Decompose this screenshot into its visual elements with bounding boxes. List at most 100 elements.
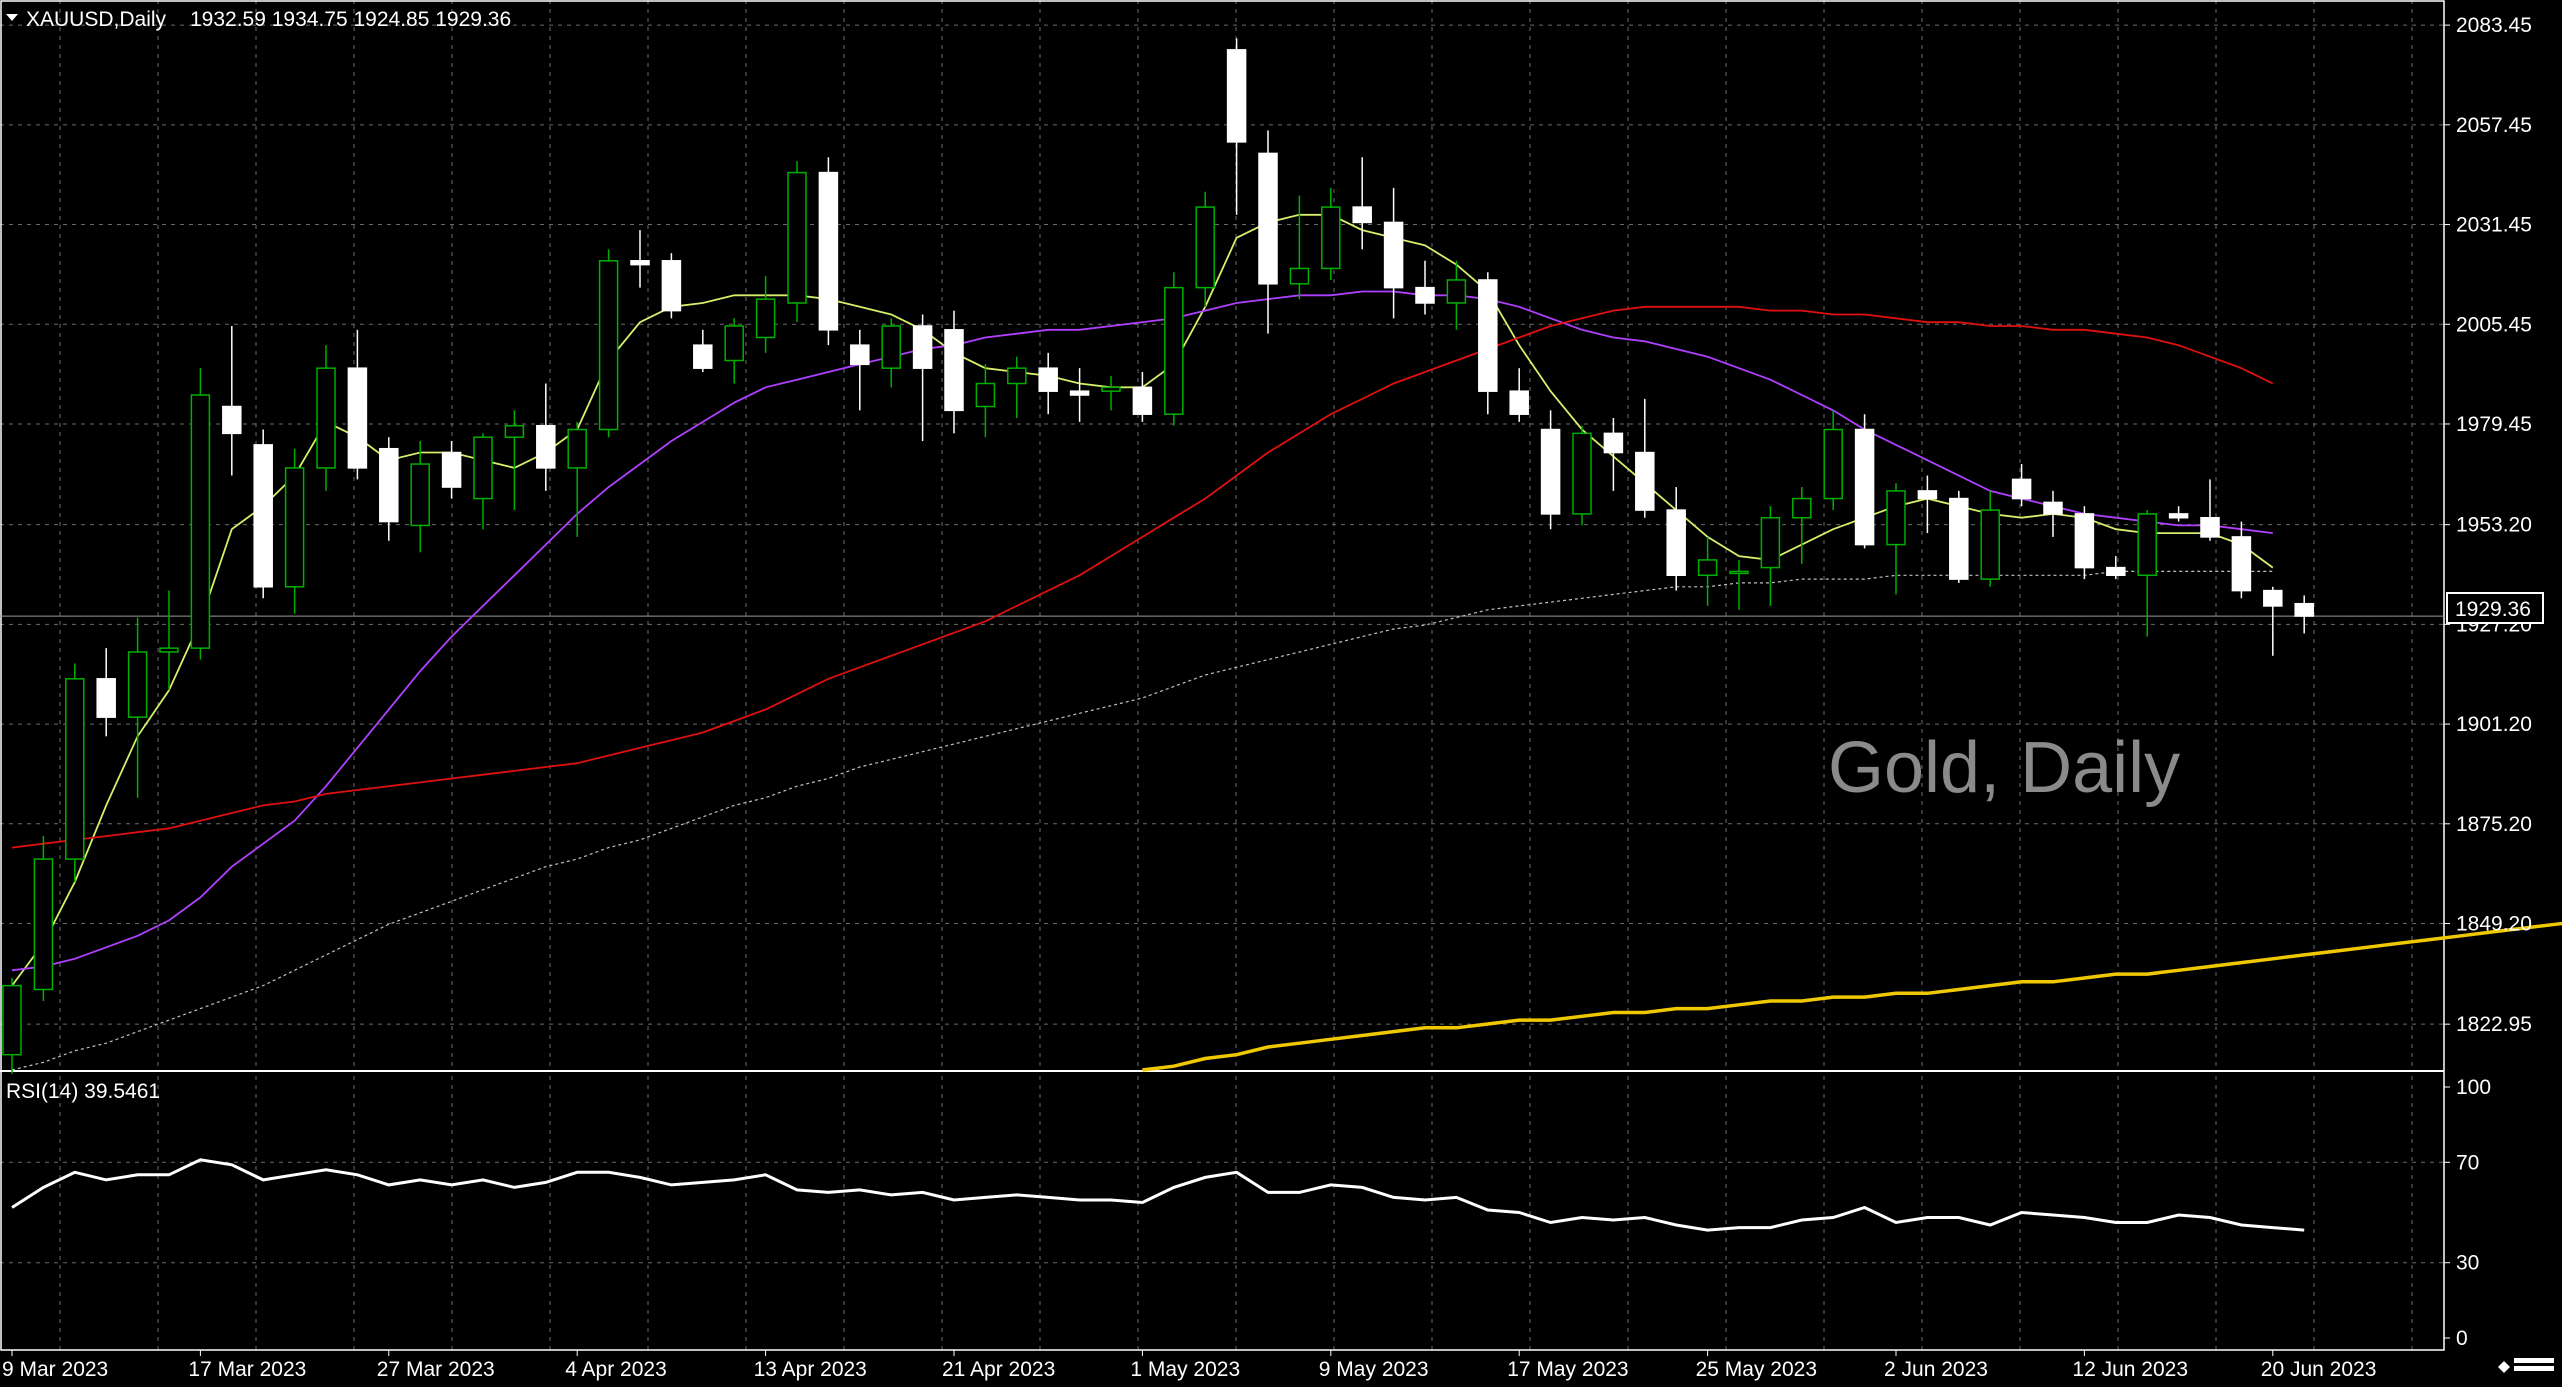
rsi-tick-label: 30: [2456, 1252, 2479, 1275]
candle[interactable]: [504, 410, 525, 511]
candle[interactable]: [1101, 375, 1121, 411]
candle[interactable]: [2043, 490, 2063, 537]
candle[interactable]: [787, 161, 807, 323]
candle-body-bull: [1321, 206, 1341, 270]
candle[interactable]: [1195, 191, 1215, 307]
candle[interactable]: [755, 276, 776, 353]
candle[interactable]: [1980, 490, 2000, 587]
candle-body-bull: [473, 436, 493, 500]
candle[interactable]: [536, 383, 556, 491]
candle[interactable]: [1352, 157, 1372, 250]
candle[interactable]: [1164, 272, 1184, 426]
candle[interactable]: [1760, 506, 1781, 606]
candle[interactable]: [2137, 510, 2157, 637]
candle[interactable]: [1635, 398, 1655, 518]
rsi-panel[interactable]: [11, 1158, 2305, 1232]
candle[interactable]: [567, 421, 587, 537]
candle[interactable]: [2011, 464, 2032, 507]
candle[interactable]: [1132, 372, 1153, 422]
candle[interactable]: [2263, 586, 2283, 656]
candle[interactable]: [1572, 425, 1592, 526]
candle[interactable]: [1415, 260, 1435, 315]
candle[interactable]: [316, 345, 336, 491]
time-tick-label: 27 Mar 2023: [377, 1358, 495, 1381]
candle-body-bear: [818, 171, 839, 331]
candle[interactable]: [881, 318, 901, 388]
candle[interactable]: [2106, 556, 2126, 580]
candle[interactable]: [1886, 483, 1906, 595]
candle[interactable]: [1446, 260, 1467, 330]
candle[interactable]: [127, 617, 148, 798]
candle[interactable]: [630, 230, 650, 288]
candle[interactable]: [661, 253, 682, 319]
candle[interactable]: [379, 437, 399, 541]
dropdown-triangle-icon[interactable]: [6, 14, 18, 21]
candle[interactable]: [96, 648, 116, 737]
candle-body-bear: [2011, 478, 2032, 500]
candle[interactable]: [818, 157, 839, 346]
candle[interactable]: [1949, 490, 1969, 583]
candle[interactable]: [2, 977, 22, 1074]
candle[interactable]: [850, 329, 870, 411]
candle-body-bull: [1289, 267, 1310, 285]
candle[interactable]: [284, 448, 305, 614]
candle[interactable]: [1383, 187, 1404, 319]
time-tick-label: 20 Jun 2023: [2261, 1358, 2377, 1381]
candle[interactable]: [1540, 410, 1561, 530]
candle[interactable]: [1007, 356, 1027, 419]
candle[interactable]: [724, 318, 744, 384]
candle[interactable]: [2168, 506, 2189, 522]
candle[interactable]: [1226, 38, 1247, 215]
candle-body-bull: [410, 463, 430, 527]
candle[interactable]: [1509, 368, 1529, 422]
candle[interactable]: [33, 836, 54, 1001]
candles[interactable]: [2, 38, 2314, 1074]
candle-body-bear: [1226, 49, 1247, 143]
candle[interactable]: [1792, 487, 1812, 564]
candle[interactable]: [1038, 352, 1058, 415]
candle-body-bull: [284, 467, 305, 588]
candle-body-bull: [65, 678, 85, 860]
candle-body-bull: [567, 428, 587, 469]
candle[interactable]: [1258, 130, 1278, 334]
candle[interactable]: [410, 441, 430, 553]
candle[interactable]: [1069, 368, 1090, 422]
candle[interactable]: [473, 433, 493, 530]
candle[interactable]: [1321, 187, 1341, 280]
candle[interactable]: [222, 325, 242, 476]
candle[interactable]: [2294, 595, 2314, 634]
candle[interactable]: [347, 329, 368, 480]
candle[interactable]: [1854, 414, 1875, 549]
candle[interactable]: [912, 314, 933, 442]
candle[interactable]: [1917, 475, 1938, 534]
candle[interactable]: [65, 663, 85, 883]
candle[interactable]: [159, 590, 179, 691]
current-price-value: 1929.36: [2455, 598, 2531, 621]
candle[interactable]: [944, 310, 964, 434]
candle[interactable]: [190, 368, 211, 660]
time-tick-label: 13 Apr 2023: [754, 1358, 867, 1381]
candle[interactable]: [1478, 272, 1498, 415]
candle[interactable]: [2231, 521, 2252, 599]
candle[interactable]: [598, 249, 619, 438]
time-tick-label: 25 May 2023: [1696, 1358, 1817, 1381]
candle[interactable]: [1697, 536, 1718, 606]
moving-average-line-4: [1142, 921, 2562, 1072]
candle[interactable]: [441, 441, 462, 499]
candle-body-bear: [2106, 566, 2126, 577]
candle[interactable]: [1289, 195, 1310, 300]
candle[interactable]: [253, 429, 273, 599]
candle[interactable]: [693, 329, 713, 373]
candle[interactable]: [1666, 487, 1686, 591]
candle[interactable]: [1823, 410, 1843, 511]
candle-body-bear: [1352, 206, 1372, 224]
price-tick-label: 1849.20: [2456, 912, 2532, 935]
candle[interactable]: [2074, 506, 2095, 580]
candle[interactable]: [1729, 559, 1749, 610]
candle[interactable]: [2200, 479, 2220, 541]
candle-body-bear: [1666, 509, 1686, 577]
moving-average-line-3: [11, 570, 2273, 1071]
candle[interactable]: [1603, 418, 1624, 491]
candle[interactable]: [975, 364, 996, 438]
